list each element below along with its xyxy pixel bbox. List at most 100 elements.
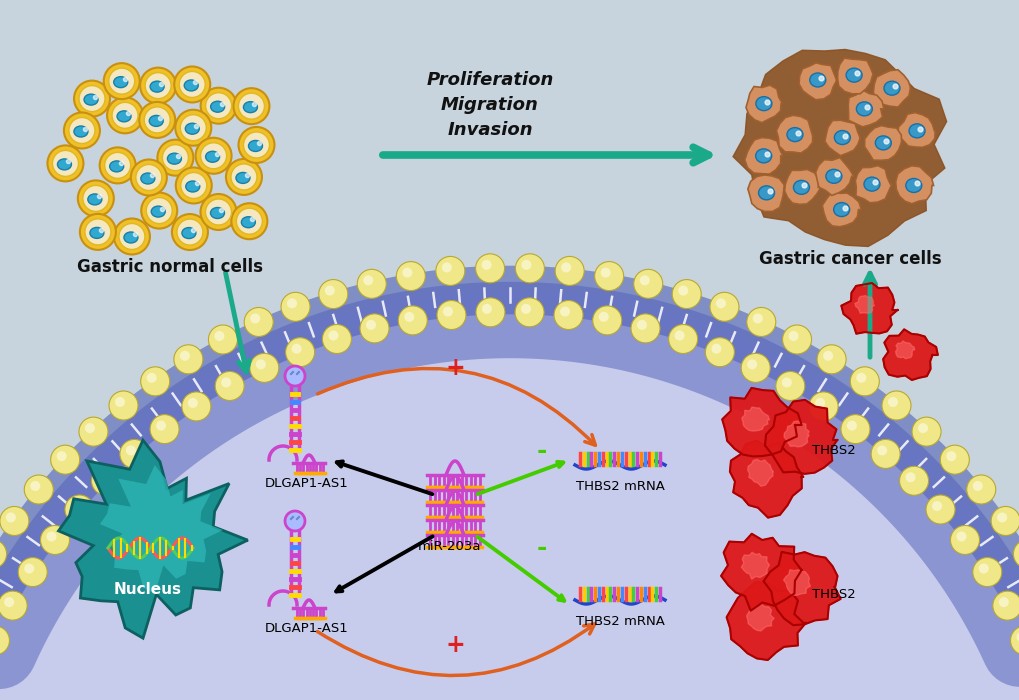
Circle shape [250,314,260,323]
Circle shape [201,143,226,169]
Text: +: + [444,633,465,657]
Ellipse shape [825,169,841,183]
Circle shape [71,501,81,511]
Circle shape [598,312,608,322]
Circle shape [85,423,95,433]
Polygon shape [798,63,836,100]
Circle shape [144,107,170,133]
Ellipse shape [249,141,262,151]
Circle shape [521,304,531,314]
Circle shape [788,331,798,341]
Circle shape [781,377,791,388]
Circle shape [672,279,700,309]
Circle shape [31,481,40,491]
Polygon shape [784,169,820,204]
Polygon shape [741,552,768,579]
Circle shape [594,262,623,290]
Circle shape [0,507,29,536]
Circle shape [972,481,981,491]
Circle shape [201,88,236,124]
Circle shape [888,397,897,407]
Circle shape [667,325,697,354]
Circle shape [592,306,622,335]
Ellipse shape [110,161,123,172]
Circle shape [0,626,9,655]
Polygon shape [821,193,860,227]
Circle shape [48,146,84,181]
Circle shape [47,531,56,542]
Circle shape [475,254,504,283]
Circle shape [856,373,865,383]
Polygon shape [855,166,891,203]
Circle shape [221,377,231,388]
Circle shape [553,300,583,330]
Circle shape [515,254,544,283]
Polygon shape [746,603,773,631]
Circle shape [978,564,987,573]
Polygon shape [745,85,782,122]
Circle shape [482,304,491,314]
Circle shape [956,531,966,542]
Circle shape [600,267,610,278]
Polygon shape [721,388,801,456]
Polygon shape [784,421,808,447]
Circle shape [125,445,136,456]
Circle shape [521,260,531,270]
Circle shape [250,354,278,382]
Ellipse shape [185,123,199,134]
Circle shape [876,445,887,456]
Text: DLGAP1-AS1: DLGAP1-AS1 [265,622,348,635]
Circle shape [357,270,386,298]
Circle shape [328,330,338,340]
Ellipse shape [833,202,849,216]
Circle shape [747,359,756,370]
Circle shape [180,172,207,199]
Circle shape [746,307,775,337]
Circle shape [481,260,491,270]
Circle shape [401,267,412,278]
Circle shape [231,203,267,239]
Text: Gastric cancer cells: Gastric cancer cells [758,250,941,268]
Circle shape [0,540,6,568]
Ellipse shape [905,178,921,192]
Text: miR-203a: miR-203a [418,540,481,553]
Circle shape [840,414,869,444]
Ellipse shape [149,116,163,127]
Circle shape [74,80,110,117]
Ellipse shape [141,173,155,184]
Circle shape [175,110,211,146]
Circle shape [285,337,314,367]
Circle shape [442,307,452,316]
Ellipse shape [206,151,219,162]
Circle shape [4,597,14,607]
Text: THBS2: THBS2 [811,444,855,456]
Circle shape [816,345,846,374]
Ellipse shape [185,181,200,192]
Text: THBS2: THBS2 [811,589,855,601]
Circle shape [559,307,570,316]
Text: THBS2 mRNA: THBS2 mRNA [575,615,663,628]
Ellipse shape [758,186,773,199]
Ellipse shape [84,94,98,105]
Circle shape [715,298,726,308]
Circle shape [187,398,198,408]
Circle shape [180,115,206,141]
Ellipse shape [787,127,802,141]
Circle shape [244,132,269,158]
Circle shape [136,164,162,190]
Polygon shape [747,175,784,211]
Circle shape [284,366,305,386]
Circle shape [179,351,190,360]
Circle shape [230,164,257,190]
Circle shape [104,63,140,99]
Circle shape [396,262,425,290]
Text: Migration: Migration [440,96,538,114]
Polygon shape [58,440,248,638]
Ellipse shape [856,102,871,116]
Circle shape [950,526,978,554]
Text: +: + [444,356,465,380]
Circle shape [57,452,66,461]
Circle shape [324,286,334,295]
Ellipse shape [210,207,224,218]
Circle shape [156,421,166,430]
